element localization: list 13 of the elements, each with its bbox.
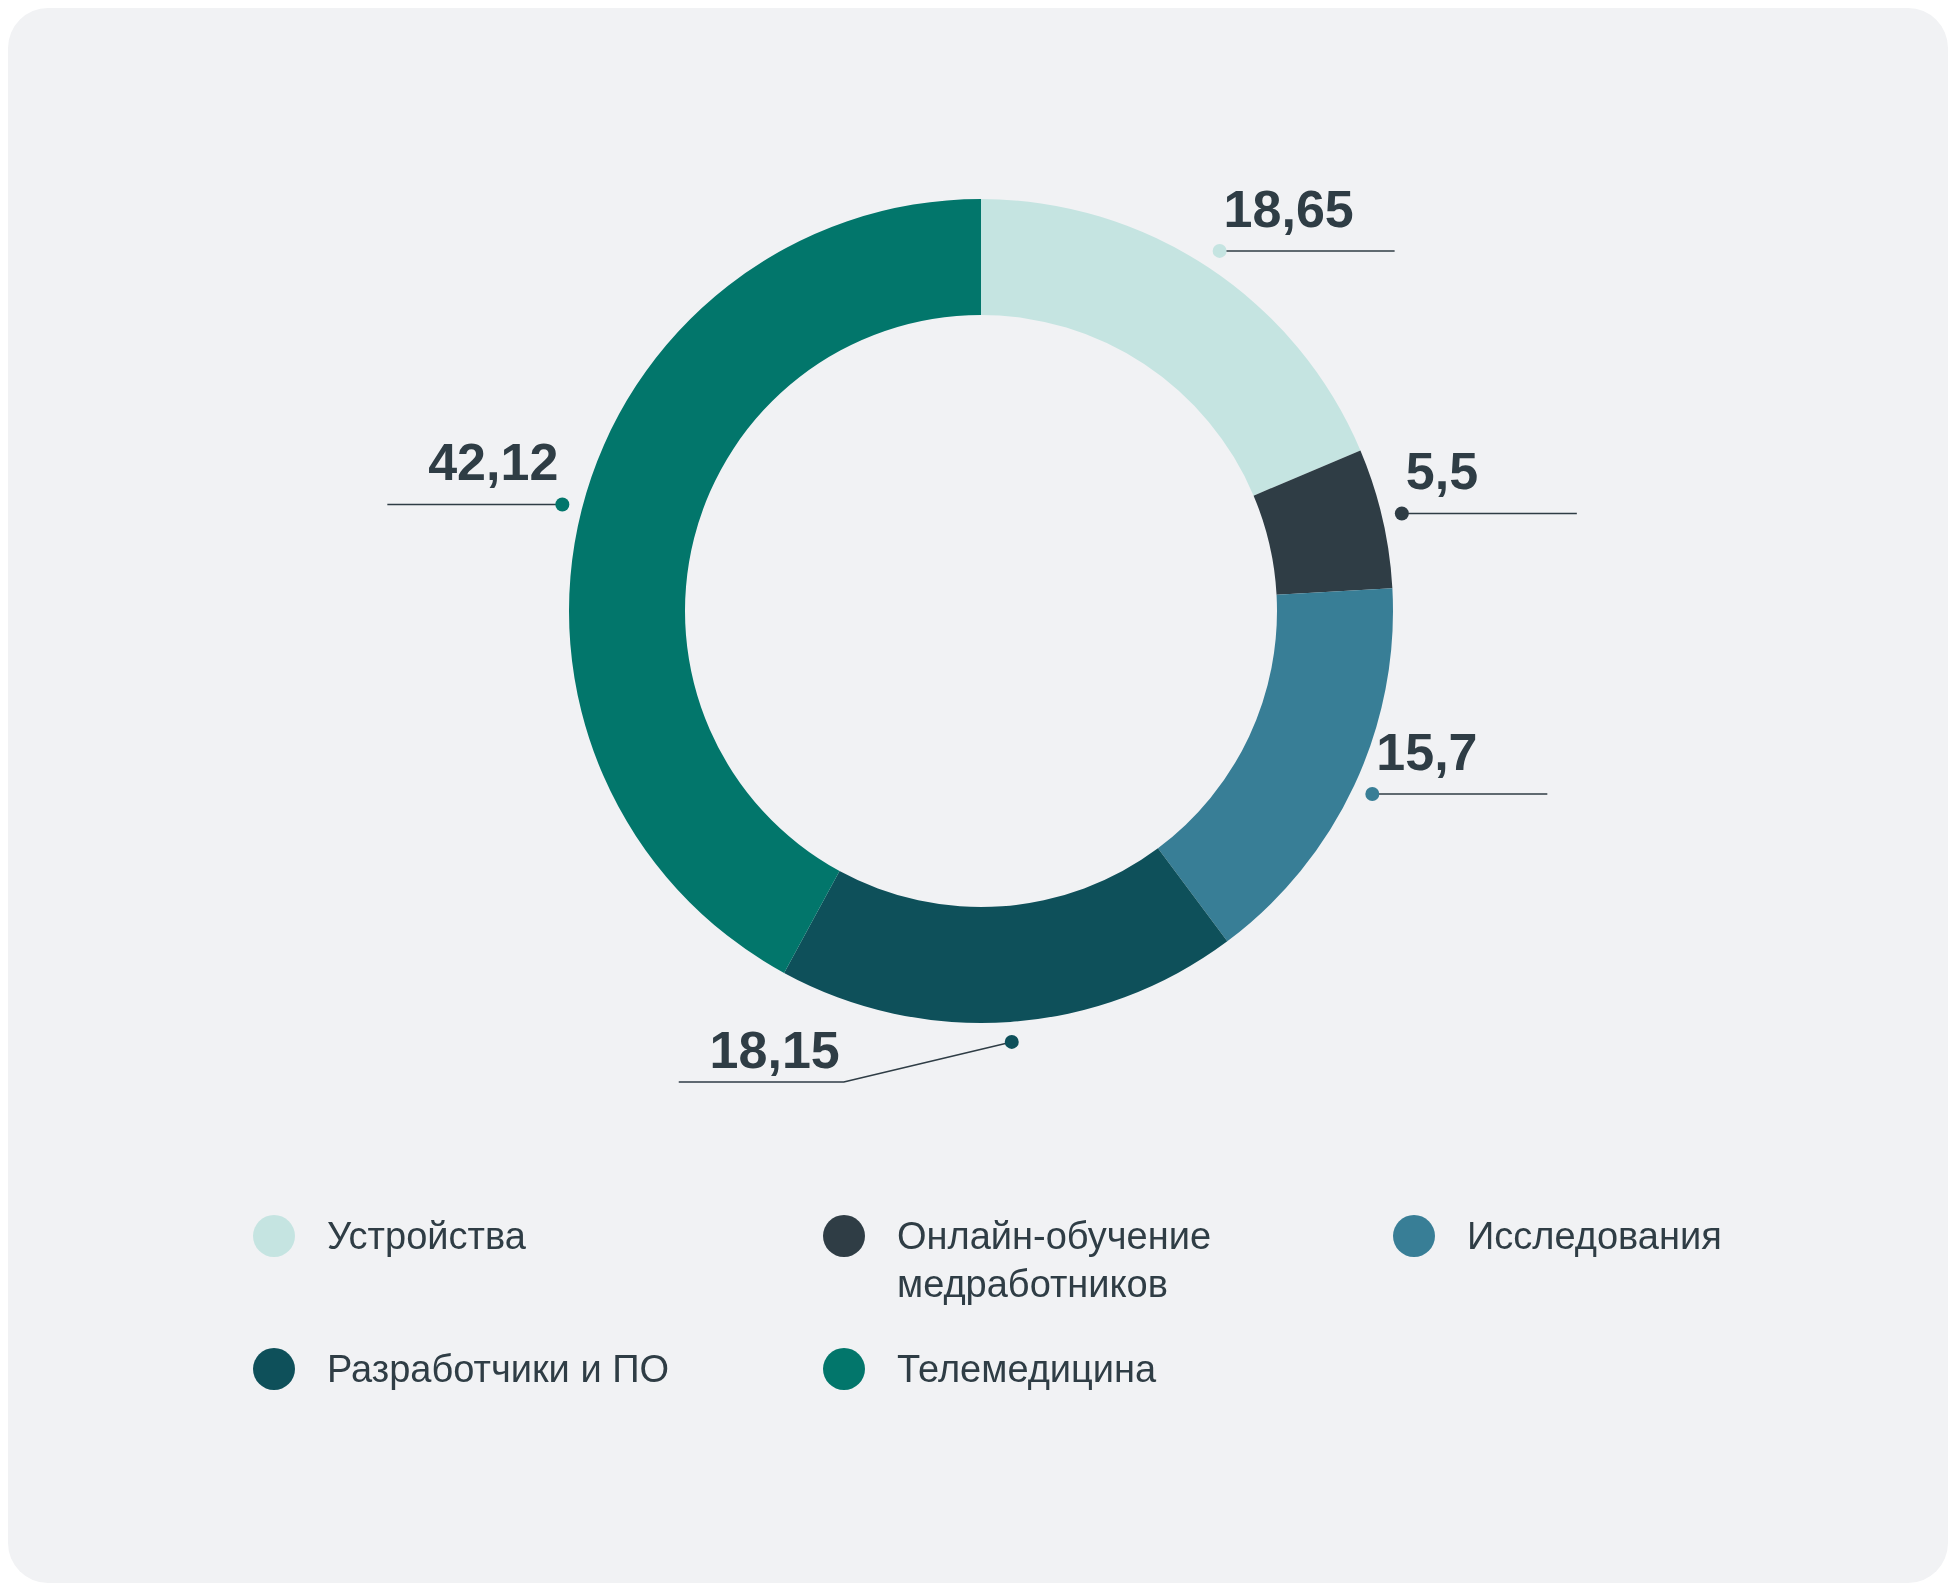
legend-label: Устройства [327, 1214, 526, 1259]
data-label: 18,15 [709, 1020, 840, 1079]
legend-label: Телемедицина [897, 1347, 1157, 1392]
legend-label: Онлайн-обучение медработников [897, 1214, 1213, 1307]
data-label: 15,7 [1376, 722, 1478, 781]
legend-label: Разработчики и ПО [327, 1347, 670, 1392]
data-label: 5,5 [1405, 442, 1479, 501]
data-label: 42,12 [428, 433, 559, 492]
donut-slice [569, 199, 981, 973]
legend-label: Исследования [1467, 1214, 1722, 1259]
donut-slice [784, 848, 1228, 1023]
donut-slice [1253, 450, 1393, 595]
data-label: 18,65 [1223, 179, 1354, 238]
